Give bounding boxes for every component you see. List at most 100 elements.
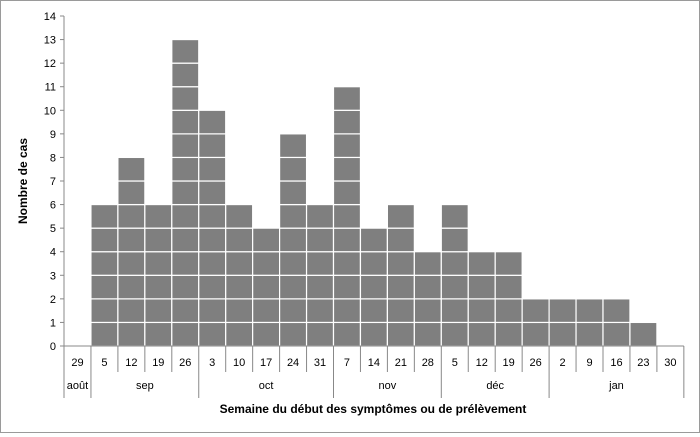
x-tick-label: 16: [610, 357, 622, 369]
x-tick-label: 7: [344, 357, 350, 369]
month-label: août: [67, 380, 88, 392]
bar-cell: [171, 38, 200, 64]
bar-cell: [117, 180, 146, 206]
bar-cell: [494, 274, 523, 300]
bar-cell: [494, 251, 523, 276]
bar-cell: [413, 274, 442, 300]
x-tick-label: 29: [71, 357, 83, 369]
x-tick-label: 21: [395, 357, 407, 369]
bar-cell: [279, 251, 308, 276]
bar-cell: [413, 321, 442, 347]
bar-cell: [440, 227, 469, 253]
bar: [305, 203, 335, 347]
y-tick-label: 7: [50, 176, 56, 188]
bar-cell: [117, 298, 146, 324]
bar-cell: [90, 203, 119, 229]
bar: [440, 203, 469, 347]
bar-cell: [494, 321, 523, 347]
bar-cell: [171, 86, 200, 111]
bar-cell: [171, 274, 200, 300]
bar-cell: [386, 298, 415, 324]
bar-cell: [198, 109, 227, 135]
bar-cell: [305, 321, 335, 347]
y-tick-label: 11: [45, 82, 56, 94]
y-axis-title: Nombre de cas: [16, 138, 30, 224]
y-tick-label: 4: [50, 247, 56, 259]
bar-cell: [332, 321, 362, 347]
bar-cell: [144, 251, 173, 276]
x-tick-label: 31: [314, 357, 326, 369]
bar-cell: [144, 227, 173, 253]
bars-layer: [90, 38, 658, 347]
bar-cell: [225, 227, 254, 253]
bar: [602, 298, 631, 347]
bar-cell: [117, 321, 146, 347]
bar-cell: [386, 274, 415, 300]
bar: [629, 321, 658, 347]
bar-cell: [521, 321, 550, 347]
month-label: déc: [486, 380, 504, 392]
bar-cell: [225, 203, 254, 229]
month-label: sep: [136, 380, 154, 392]
x-tick-label: 9: [586, 357, 592, 369]
bar-cell: [413, 251, 442, 276]
y-tick-label: 1: [50, 317, 56, 329]
y-tick-label: 2: [50, 294, 56, 306]
bar-cell: [279, 133, 308, 159]
x-tick-label: 10: [233, 357, 245, 369]
month-label: oct: [259, 380, 274, 392]
bar-cell: [198, 274, 227, 300]
x-tick-label: 14: [368, 357, 380, 369]
bar-cell: [198, 133, 227, 159]
bar-cell: [332, 274, 362, 300]
bar-cell: [279, 298, 308, 324]
bar-cell: [467, 274, 496, 300]
bar-cell: [440, 251, 469, 276]
bar-cell: [198, 156, 227, 182]
month-labels: août sep oct nov déc jan: [63, 372, 685, 398]
bar-cell: [548, 321, 577, 347]
bar-cell: [332, 133, 362, 159]
bar-cell: [305, 274, 335, 300]
bar-cell: [494, 298, 523, 324]
bar-cell: [521, 298, 550, 324]
bar-cell: [332, 227, 362, 253]
bar-cell: [144, 274, 173, 300]
bar-cell: [198, 203, 227, 229]
bar-cell: [359, 251, 389, 276]
y-tick-label: 5: [50, 223, 56, 235]
x-axis-title: Semaine du début des symptômes ou de pré…: [220, 402, 527, 416]
bar-cell: [305, 298, 335, 324]
bar-cell: [252, 298, 281, 324]
y-tick-label: 9: [50, 129, 56, 141]
bar-cell: [332, 251, 362, 276]
bar-cell: [332, 203, 362, 229]
bar-cell: [198, 298, 227, 324]
bar-cell: [171, 227, 200, 253]
bar: [386, 203, 415, 347]
bar-cell: [171, 62, 200, 88]
bar-cell: [305, 227, 335, 253]
bar-cell: [575, 298, 604, 324]
bar-cell: [467, 321, 496, 347]
bar: [332, 86, 362, 347]
bar: [171, 38, 200, 347]
x-tick-label: 24: [287, 357, 299, 369]
bar-cell: [332, 180, 362, 206]
bar-cell: [225, 298, 254, 324]
bar-cell: [117, 274, 146, 300]
x-tick-label: 28: [422, 357, 434, 369]
bar-cell: [144, 298, 173, 324]
bar-cell: [548, 298, 577, 324]
bar-cell: [198, 251, 227, 276]
x-tick-label: 30: [664, 357, 676, 369]
bar-cell: [386, 321, 415, 347]
bar-cell: [117, 203, 146, 229]
bar-cell: [171, 251, 200, 276]
bar: [252, 227, 281, 347]
x-tick-label: 2: [560, 357, 566, 369]
bar: [225, 203, 254, 347]
bar-cell: [117, 156, 146, 182]
month-label: nov: [379, 380, 397, 392]
bar-cell: [90, 321, 119, 347]
